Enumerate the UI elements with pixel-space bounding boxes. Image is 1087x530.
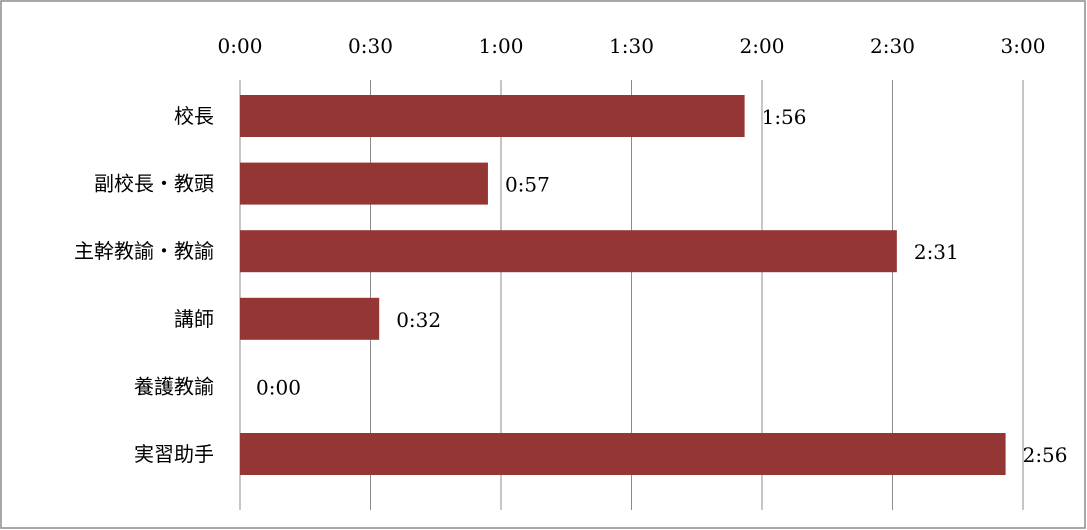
data-label: 0:00: [256, 375, 301, 399]
data-labels: 1:56 0:57 2:31 0:32 0:00 2:56: [256, 105, 1068, 467]
data-label: 2:56: [1023, 443, 1068, 467]
bar: [240, 230, 897, 273]
x-tick-label: 3:00: [1001, 34, 1046, 58]
category-label: 主幹教諭・教諭: [74, 239, 214, 263]
bar: [240, 297, 380, 340]
category-label: 講師: [174, 307, 214, 331]
x-tick-label: 2:30: [870, 34, 915, 58]
x-tick-label: 0:00: [218, 34, 263, 58]
data-label: 1:56: [762, 105, 807, 129]
x-tick-label: 1:30: [609, 34, 654, 58]
data-label: 0:57: [505, 173, 550, 197]
bar: [240, 162, 488, 205]
category-label: 実習助手: [134, 442, 214, 466]
data-label: 0:32: [396, 308, 441, 332]
x-tick-label: 1:00: [479, 34, 524, 58]
bar: [240, 95, 745, 137]
category-label: 校長: [174, 104, 214, 128]
bars: [240, 95, 1006, 475]
bar: [240, 433, 1006, 475]
x-axis-ticks: 0:00 0:30 1:00 1:30 2:00 2:30 3:00: [218, 34, 1046, 58]
data-label: 2:31: [914, 240, 959, 264]
category-label: 養護教諭: [134, 374, 214, 398]
category-label: 副校長・教頭: [94, 172, 214, 196]
x-tick-label: 2:00: [740, 34, 785, 58]
x-tick-label: 0:30: [348, 34, 393, 58]
